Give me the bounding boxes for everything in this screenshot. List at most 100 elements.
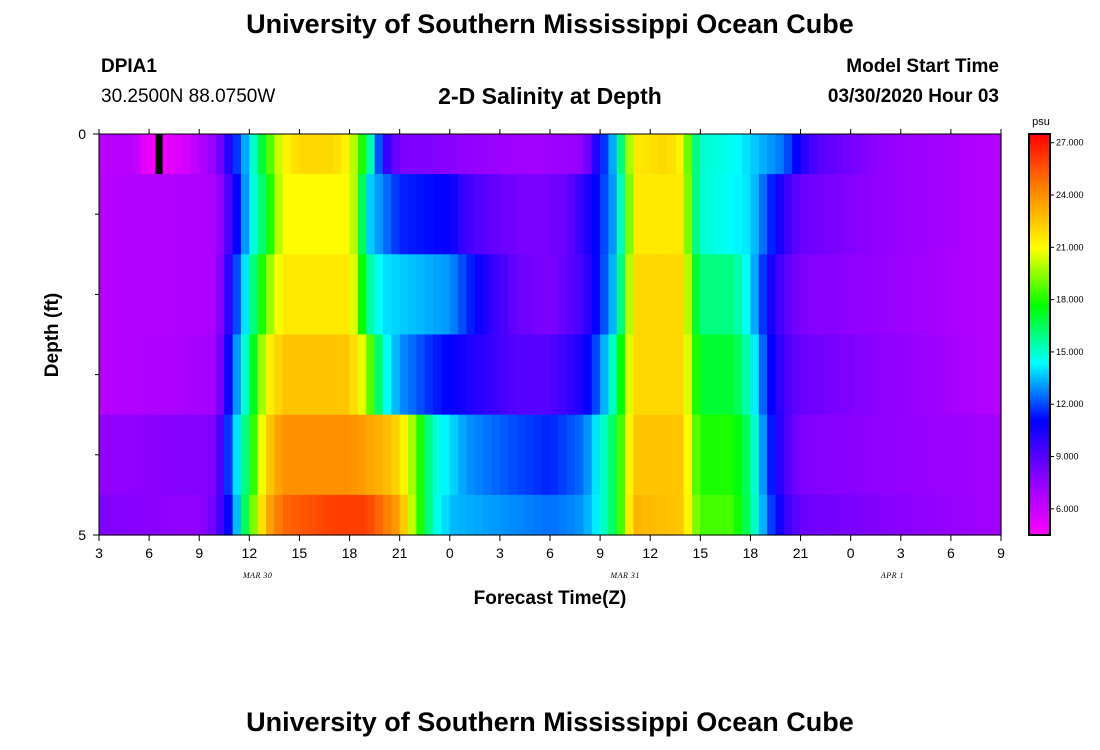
heatmap-cell: [625, 134, 635, 175]
heatmap-cell: [859, 494, 868, 536]
heatmap-cell: [416, 334, 426, 416]
heatmap-cell: [683, 334, 693, 416]
heatmap-cell: [683, 494, 693, 536]
heatmap-cell: [124, 334, 134, 416]
heatmap-cell: [967, 334, 977, 416]
heatmap-cell: [591, 174, 601, 255]
heatmap-cell: [566, 334, 576, 416]
heatmap-cell: [633, 414, 643, 496]
heatmap-cell: [867, 494, 877, 536]
heatmap-cell: [424, 254, 434, 336]
heatmap-cell: [374, 414, 384, 496]
heatmap-cell: [349, 494, 359, 536]
heatmap-cell: [842, 254, 852, 336]
heatmap-cell: [533, 174, 543, 255]
heatmap-cell: [408, 414, 417, 496]
station-id: DPIA1: [101, 56, 157, 77]
heatmap-cell: [850, 134, 860, 175]
heatmap-cell: [934, 174, 944, 255]
heatmap-cell: [524, 134, 534, 175]
date-label: MAR 30: [242, 571, 272, 580]
heatmap-cell: [675, 254, 685, 336]
heatmap-cell: [157, 494, 167, 536]
heatmap-cell: [516, 334, 526, 416]
heatmap-cell: [733, 134, 743, 175]
heatmap-cell: [900, 414, 910, 496]
heatmap-cell: [474, 414, 484, 496]
heatmap-cell: [524, 494, 534, 536]
heatmap-row: [99, 414, 1002, 496]
heatmap-cell: [391, 414, 401, 496]
heatmap-cell: [892, 334, 902, 416]
heatmap-cell: [867, 254, 877, 336]
heatmap-cell: [750, 174, 760, 255]
heatmap-cell: [257, 254, 267, 336]
heatmap-cell: [291, 254, 301, 336]
heatmap-cell: [859, 174, 868, 255]
heatmap-cell: [975, 414, 985, 496]
colorbar-tick-label: 24.000: [1056, 190, 1084, 200]
heatmap-cell: [934, 494, 944, 536]
heatmap-cell: [466, 414, 476, 496]
heatmap-cell: [867, 134, 877, 175]
heatmap-cell: [140, 134, 150, 175]
heatmap-cell: [341, 414, 351, 496]
heatmap-cell: [859, 254, 868, 336]
heatmap-cell: [641, 134, 651, 175]
heatmap-cell: [800, 254, 810, 336]
heatmap-cell: [307, 254, 317, 336]
heatmap-cell: [984, 414, 994, 496]
heatmap-cell: [508, 494, 518, 536]
heatmap-cell: [658, 334, 668, 416]
heatmap-cell: [984, 334, 994, 416]
heatmap-cell: [942, 494, 952, 536]
heatmap-cell: [833, 334, 843, 416]
heatmap-cell: [433, 254, 443, 336]
heatmap-cell: [266, 334, 275, 416]
heatmap-cell: [541, 334, 551, 416]
heatmap-cell: [433, 174, 443, 255]
heatmap-cell: [190, 494, 200, 536]
heatmap-cell: [165, 134, 175, 175]
colorbar-tick-label: 18.000: [1056, 295, 1084, 305]
heatmap-cell: [583, 134, 593, 175]
heatmap-cell: [566, 134, 576, 175]
heatmap-cell: [708, 174, 718, 255]
x-tick-label: 6: [947, 545, 955, 561]
heatmap-cell: [274, 334, 284, 416]
heatmap-cell: [859, 134, 868, 175]
heatmap-cell: [758, 494, 768, 536]
heatmap-cell: [767, 414, 777, 496]
heatmap-cell: [149, 174, 159, 255]
heatmap-cell: [299, 414, 309, 496]
heatmap-cell: [332, 254, 342, 336]
heatmap-cell: [550, 414, 559, 496]
heatmap-cell: [875, 134, 885, 175]
heatmap-cell: [550, 334, 559, 416]
heatmap-cell: [917, 414, 927, 496]
heatmap-cell: [683, 174, 693, 255]
heatmap-cell: [299, 174, 309, 255]
heatmap-cell: [149, 334, 159, 416]
heatmap-cell: [825, 134, 835, 175]
heatmap-cell: [499, 134, 509, 175]
heatmap-cell: [600, 134, 610, 175]
heatmap-cell: [725, 334, 735, 416]
colorbar: psu 6.000 9.000 12.000 15.000 18.000 21.000 24…: [1028, 116, 1084, 536]
heatmap-cell: [992, 334, 1002, 416]
heatmap-cell: [575, 494, 585, 536]
heatmap-cell: [591, 494, 601, 536]
heatmap-cell: [374, 134, 384, 175]
heatmap-cell: [641, 414, 651, 496]
heatmap-cell: [416, 174, 426, 255]
heatmap-cell: [600, 174, 610, 255]
heatmap-cell: [825, 334, 835, 416]
heatmap-cell: [616, 334, 626, 416]
heatmap-cell: [975, 254, 985, 336]
heatmap-cell: [124, 414, 134, 496]
heatmap-cell: [274, 494, 284, 536]
heatmap-cell: [274, 134, 284, 175]
y-tick-label: 5: [78, 527, 86, 543]
heatmap-cell: [499, 174, 509, 255]
heatmap-cell: [575, 174, 585, 255]
